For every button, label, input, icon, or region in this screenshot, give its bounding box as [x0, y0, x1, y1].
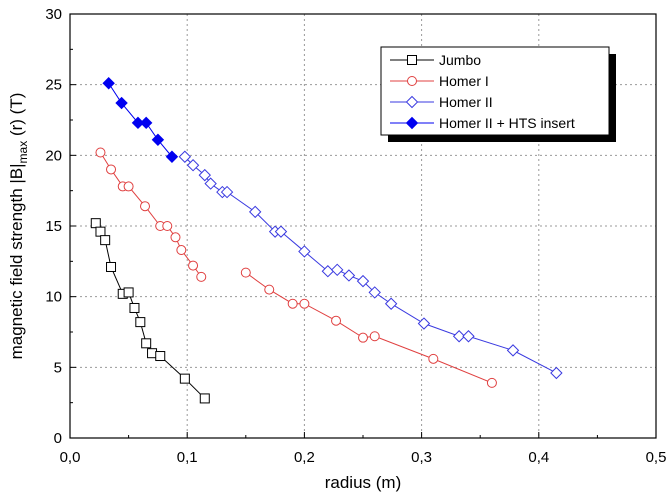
data-point-jumbo	[100, 235, 111, 246]
data-point-homer-ii	[356, 274, 370, 288]
data-point-homer-ii	[178, 150, 192, 163]
y-tick-label: 5	[54, 359, 62, 376]
data-point-homer-i	[188, 260, 199, 271]
legend-label-homer-ii: Homer II	[439, 94, 493, 110]
x-tick-label: 0,3	[411, 449, 432, 466]
legend-marker-homer-ii-hts-insert	[405, 116, 419, 130]
data-point-homer-i	[106, 164, 117, 175]
y-axis-title: magnetic field strength |B|max (r) (T)	[7, 93, 30, 360]
data-point-jumbo	[129, 302, 140, 313]
data-point-jumbo	[123, 287, 134, 298]
y-tick-label: 0	[54, 430, 62, 447]
series-jumbo	[90, 218, 210, 404]
axis-ticks	[69, 13, 657, 439]
data-point-homer-ii	[506, 344, 520, 357]
data-point-jumbo	[90, 218, 101, 229]
data-point-jumbo	[135, 317, 146, 328]
y-tick-label: 30	[45, 6, 62, 23]
legend-items: Jumbo Homer I Homer II Homer II + HTS inser…	[390, 52, 575, 131]
data-point-homer-i	[264, 284, 275, 295]
data-point-homer-ii-hts-insert	[115, 96, 128, 110]
data-point-homer-i	[486, 377, 497, 388]
x-axis-title: radius (m)	[325, 473, 402, 492]
data-point-jumbo	[179, 373, 190, 384]
y-axis-title-main: magnetic field strength |B|	[7, 163, 26, 359]
legend-marker-jumbo	[407, 55, 417, 65]
data-point-homer-i	[95, 147, 106, 158]
data-point-homer-ii	[204, 177, 217, 190]
data-point-homer-i	[428, 353, 439, 364]
data-point-jumbo	[141, 338, 152, 349]
y-tick-label: 25	[45, 77, 62, 94]
data-point-homer-ii	[331, 263, 344, 277]
series-line-homer-i	[245, 272, 493, 384]
legend-marker-homer-i	[407, 76, 417, 86]
y-axis-title-tail: (r) (T)	[7, 93, 26, 141]
data-point-homer-i	[140, 201, 151, 212]
y-axis-title-subscript: max	[16, 141, 30, 164]
data-point-homer-i	[358, 332, 368, 343]
data-point-homer-i	[369, 331, 380, 342]
series-line-homer-ii	[184, 156, 557, 374]
data-point-homer-ii	[186, 159, 200, 172]
x-tick-label: 0,4	[528, 449, 549, 466]
legend-label-homer-i: Homer I	[439, 73, 489, 89]
legend-label-homer-ii-hts-insert: Homer II + HTS insert	[439, 115, 575, 131]
data-point-homer-ii	[220, 185, 234, 199]
data-point-homer-ii	[368, 286, 381, 299]
data-point-homer-i	[287, 298, 298, 309]
data-point-jumbo	[106, 261, 117, 272]
data-point-jumbo	[147, 348, 158, 359]
series-homer-i	[95, 147, 497, 388]
data-point-homer-ii	[550, 366, 563, 380]
data-point-homer-i	[196, 271, 207, 282]
x-tick-label: 0,2	[294, 449, 315, 466]
data-point-homer-ii	[248, 205, 262, 219]
data-point-homer-ii	[342, 269, 356, 282]
x-tick-label: 0,5	[646, 449, 667, 466]
data-point-homer-ii-hts-insert	[102, 77, 115, 90]
y-tick-label: 20	[45, 147, 62, 164]
series-homer-ii-hts-insert	[102, 77, 179, 163]
series-line-jumbo	[95, 222, 206, 399]
legend-marker-homer-ii	[405, 95, 419, 109]
data-point-homer-i	[162, 221, 173, 231]
x-tick-label: 0,1	[177, 449, 198, 466]
x-tick-label: 0,0	[60, 449, 81, 466]
data-point-jumbo	[199, 393, 210, 404]
legend-label-jumbo: Jumbo	[439, 52, 481, 68]
data-point-homer-ii	[452, 330, 466, 343]
series-homer-ii	[178, 150, 563, 380]
data-point-jumbo	[155, 351, 166, 362]
data-point-homer-ii	[298, 245, 311, 258]
series-layer	[90, 77, 563, 404]
data-point-homer-i	[176, 245, 187, 256]
data-point-homer-ii	[198, 168, 211, 182]
data-point-homer-i	[299, 298, 310, 309]
y-tick-label: 15	[45, 218, 62, 235]
data-point-homer-ii-hts-insert	[139, 116, 153, 130]
data-point-homer-i	[170, 232, 181, 243]
data-point-homer-i	[331, 315, 342, 326]
data-point-homer-ii-hts-insert	[131, 116, 145, 130]
data-point-homer-ii	[462, 330, 475, 343]
y-tick-label: 10	[45, 289, 62, 306]
data-point-homer-ii-hts-insert	[165, 150, 179, 163]
data-point-jumbo	[95, 226, 106, 237]
data-point-homer-i	[240, 267, 251, 278]
data-point-homer-ii	[417, 317, 431, 330]
data-point-homer-ii	[274, 225, 288, 238]
legend: Jumbo Homer I Homer II Homer II + HTS inser…	[380, 46, 616, 142]
legend-box	[380, 46, 610, 136]
data-point-homer-i	[123, 181, 134, 192]
data-point-homer-ii	[384, 297, 398, 310]
data-point-homer-ii-hts-insert	[151, 133, 165, 146]
